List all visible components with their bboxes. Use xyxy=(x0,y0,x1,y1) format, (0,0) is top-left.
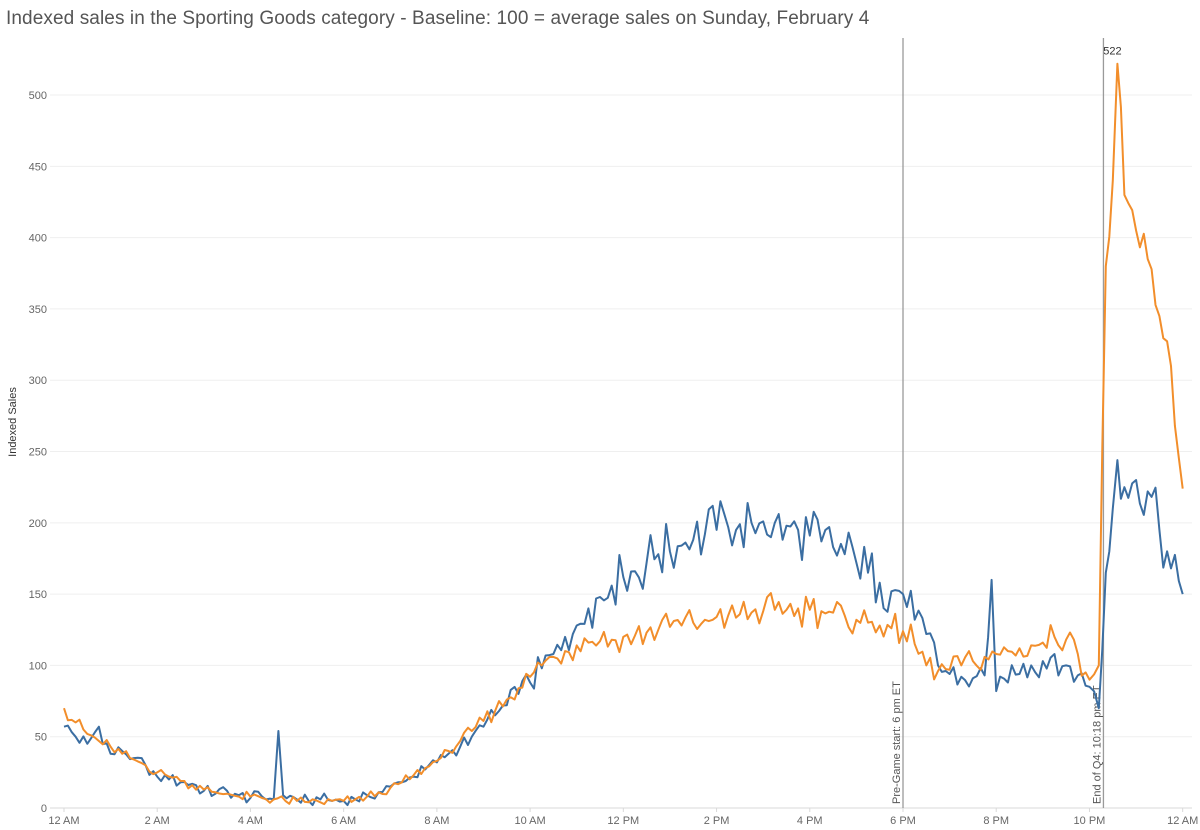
x-tick-label: 4 AM xyxy=(238,815,263,827)
reference-line-label: Pre-Game start: 6 pm ET xyxy=(891,681,903,804)
x-tick-label: 12 AM xyxy=(48,815,79,827)
reference-lines: Pre-Game start: 6 pm ET End of Q4: 10:18 … xyxy=(891,38,1105,808)
y-tick-label: 500 xyxy=(29,90,47,102)
y-tick-label: 400 xyxy=(29,233,47,245)
series-line xyxy=(63,459,1184,807)
x-tick-label: 12 AM xyxy=(1167,815,1198,827)
y-tick-label: 250 xyxy=(29,447,47,459)
y-tick-label: 200 xyxy=(29,518,47,530)
series-line xyxy=(63,62,1184,806)
x-tick-label: 10 AM xyxy=(515,815,546,827)
annotations: 522 xyxy=(1103,46,1121,58)
x-tick-label: 8 AM xyxy=(424,815,449,827)
peak-label: 522 xyxy=(1103,46,1121,58)
y-tick-label: 150 xyxy=(29,589,47,601)
chart-title: Indexed sales in the Sporting Goods cate… xyxy=(6,8,870,29)
x-tick-label: 10 PM xyxy=(1074,815,1106,827)
y-tick-label: 100 xyxy=(29,660,47,672)
y-tick-label: 350 xyxy=(29,304,47,316)
y-tick-label: 50 xyxy=(35,732,47,744)
y-tick-label: 300 xyxy=(29,375,47,387)
reference-line-label: End of Q4: 10:18 pm ET xyxy=(1091,685,1103,804)
x-tick-label: 12 PM xyxy=(607,815,639,827)
series xyxy=(63,62,1184,807)
grid xyxy=(50,94,1192,809)
x-tick-label: 6 PM xyxy=(890,815,916,827)
x-tick-label: 6 AM xyxy=(331,815,356,827)
y-tick-label: 0 xyxy=(41,803,47,815)
x-tick-label: 8 PM xyxy=(983,815,1009,827)
axes: 0 50 100 150 200 250 300 350 400 450 500 12 AM 2 AM 4… xyxy=(7,90,1198,827)
y-tick-label: 450 xyxy=(29,161,47,173)
x-tick-label: 2 PM xyxy=(704,815,730,827)
x-tick-label: 4 PM xyxy=(797,815,823,827)
y-axis-title: Indexed Sales xyxy=(7,387,19,457)
x-tick-label: 2 AM xyxy=(145,815,170,827)
